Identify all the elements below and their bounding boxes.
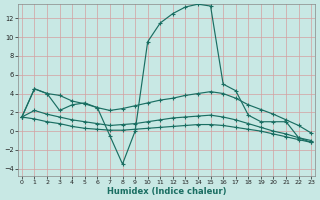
X-axis label: Humidex (Indice chaleur): Humidex (Indice chaleur) <box>107 187 226 196</box>
